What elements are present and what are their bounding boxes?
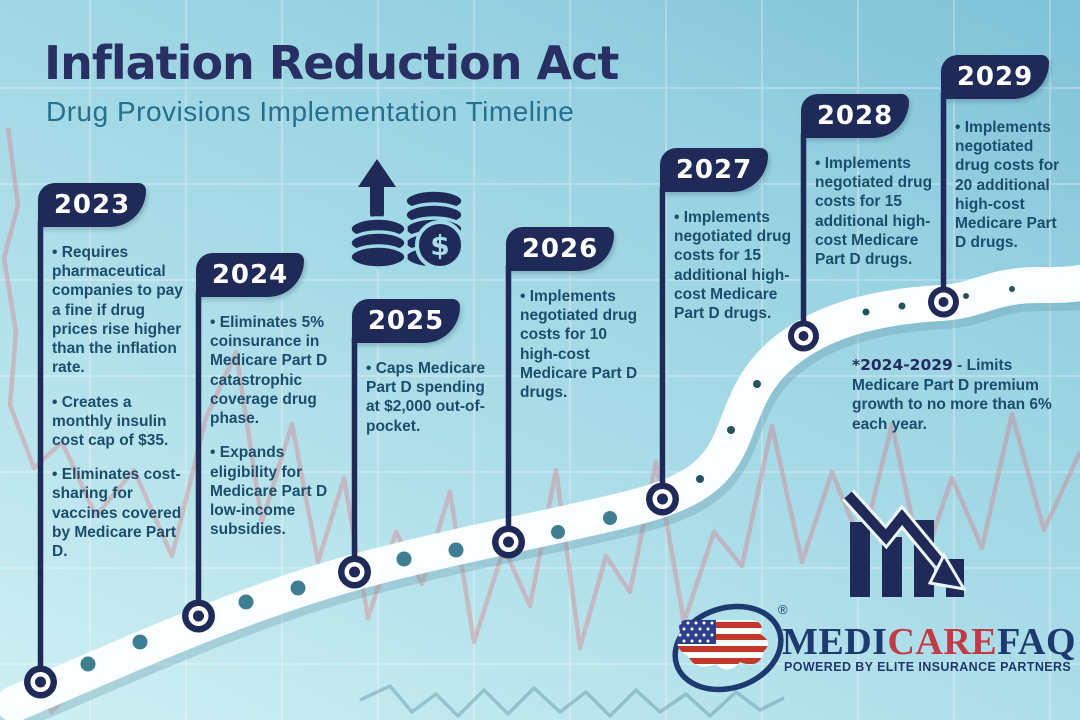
year-details: Implements negotiated drug costs for 15 … [815, 154, 935, 284]
year-details: Implements negotiated drug costs for 10 … [520, 287, 646, 417]
road-dots [80, 511, 617, 672]
dollar-sign-glyph: $ [430, 229, 449, 262]
note-highlight: *2024-2029 [852, 356, 953, 374]
timeline-bullet: Implements negotiated drug costs for 15 … [674, 208, 794, 323]
year-label: 2028 [816, 101, 894, 131]
year-label: 2023 [53, 190, 131, 220]
flag-poles [37, 91, 947, 685]
timeline-bullet: Caps Medicare Part D spending at $2,000 … [366, 359, 486, 436]
year-flag-2026: 2026 [506, 227, 614, 271]
medicarefaq-wordmark: MEDICAREFAQ [782, 620, 1076, 664]
year-label: 2027 [675, 155, 753, 185]
timeline-bullet: Eliminates cost-sharing for vaccines cov… [52, 465, 194, 561]
year-details: Requires pharmaceutical companies to pay… [52, 243, 194, 576]
page-title: Inflation Reduction Act [44, 36, 619, 90]
year-details: Caps Medicare Part D spending at $2,000 … [366, 359, 486, 451]
declining-bar-chart-icon [842, 489, 967, 597]
logo-care: CARE [887, 621, 998, 663]
year-flag-2023: 2023 [38, 183, 146, 227]
year-label: 2025 [367, 306, 445, 336]
page-subtitle: Drug Provisions Implementation Timeline [46, 96, 575, 127]
year-label: 2026 [521, 234, 599, 264]
year-details: Eliminates 5% coinsurance in Medicare Pa… [210, 313, 334, 554]
year-flag-2029: 2029 [941, 55, 1049, 99]
year-flag-2024: 2024 [196, 253, 304, 297]
year-flag-2027: 2027 [660, 148, 768, 192]
year-label: 2029 [956, 62, 1034, 92]
timeline-bullet: Requires pharmaceutical companies to pay… [52, 243, 194, 378]
timeline-bullet: Implements negotiated drug costs for 10 … [520, 287, 646, 402]
year-details: Implements negotiated drug costs for 20 … [955, 118, 1069, 268]
timeline-bullet: Creates a monthly insulin cost cap of $3… [52, 393, 194, 451]
medicarefaq-logo-icon: ® [672, 602, 788, 693]
registered-mark: ® [778, 602, 788, 617]
logo-tagline: POWERED BY ELITE INSURANCE PARTNERS [784, 660, 1072, 674]
logo-medi: MEDI [782, 621, 888, 663]
timeline-bullet: Implements negotiated drug costs for 15 … [815, 154, 935, 269]
logo-faq: FAQ [997, 621, 1077, 663]
year-markers [24, 286, 959, 699]
year-flag-2028: 2028 [801, 94, 909, 138]
timeline-bullet: Eliminates 5% coinsurance in Medicare Pa… [210, 313, 334, 428]
year-flag-2025: 2025 [352, 299, 460, 343]
premium-growth-note: *2024-2029 - Limits Medicare Part D prem… [852, 356, 1070, 434]
rising-money-coins-icon: $ [348, 159, 465, 270]
road-dots-small [696, 286, 1015, 483]
note-text: - Limits Medicare Part D premium growth … [852, 357, 1052, 433]
year-details: Implements negotiated drug costs for 15 … [674, 208, 794, 338]
year-label: 2024 [211, 260, 289, 290]
ekg-line-teal [359, 684, 785, 718]
timeline-bullet: Expands eligibility for Medicare Part D … [210, 443, 334, 539]
timeline-bullet: Implements negotiated drug costs for 20 … [955, 118, 1069, 253]
